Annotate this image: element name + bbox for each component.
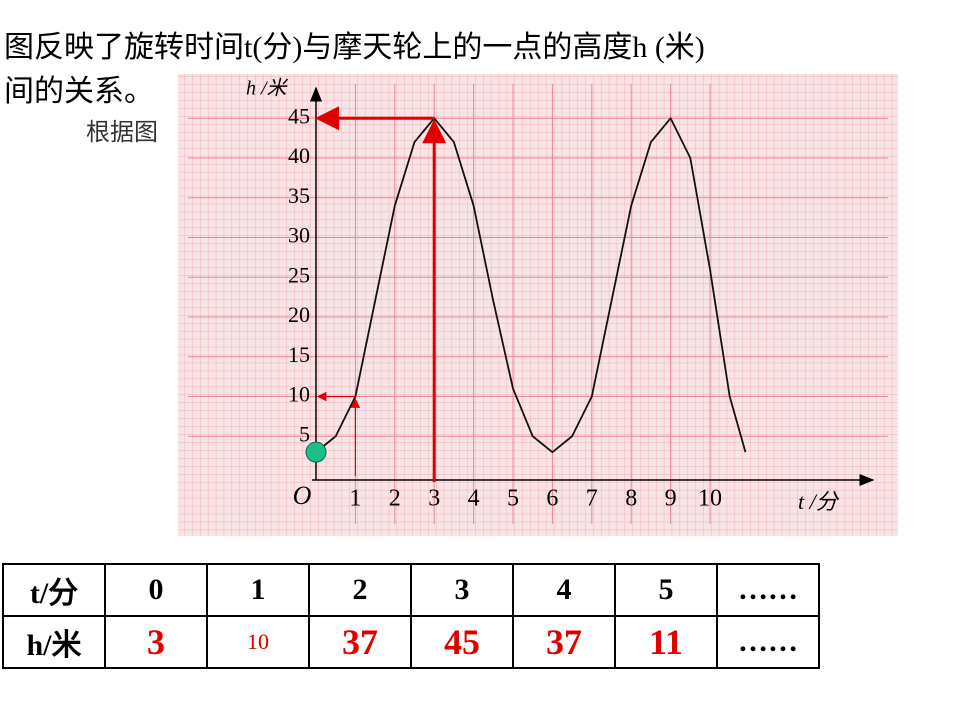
table-cell: 10 [206, 615, 310, 669]
x-tick-label: 9 [665, 486, 677, 512]
y-tick-label: 15 [288, 342, 310, 367]
y-tick-label: 20 [288, 302, 310, 327]
table-cell: 2 [308, 563, 412, 617]
x-tick-label: 1 [349, 486, 361, 512]
table-row: t/分 0 1 2 3 4 5…… [2, 563, 820, 617]
start-point [305, 441, 327, 463]
y-tick-label: 5 [299, 421, 310, 446]
y-tick-label: 45 [288, 103, 310, 128]
x-tick-label: 2 [389, 486, 401, 512]
table-cell: 0 [104, 563, 208, 617]
x-tick-label: 4 [468, 486, 480, 512]
table-row: h/米 3 10 37 45 37 11…… [2, 615, 820, 669]
table-cell: 45 [410, 615, 514, 669]
table-cell: 4 [512, 563, 616, 617]
y-tick-label: 10 [288, 382, 310, 407]
table-cell: 3 [104, 615, 208, 669]
table-cell: 1 [206, 563, 310, 617]
table-cell: …… [716, 615, 820, 669]
x-tick-label: 7 [586, 486, 598, 512]
y-tick-label: 30 [288, 223, 310, 248]
data-line [315, 117, 747, 454]
table-cell: …… [716, 563, 820, 617]
table-cell: 37 [308, 615, 412, 669]
y-tick-label: 25 [288, 262, 310, 287]
note: 根据图 [86, 120, 158, 146]
header-line: 间的关系。 [4, 75, 154, 108]
table-cell: h/米 [2, 615, 106, 669]
grid-paper [178, 74, 898, 536]
table-cell: 37 [512, 615, 616, 669]
header-line: 图反映了旋转时间t(分)与摩天轮上的一点的高度h (米) [4, 31, 705, 64]
x-tick-label: 5 [507, 486, 519, 512]
table: t/分 0 1 2 3 4 5…… h/米 3 10 37 45 37 11…… [2, 563, 820, 669]
y-tick-label: 35 [288, 183, 310, 208]
x-tick-label: 3 [428, 486, 440, 512]
x-tick-label: 10 [698, 486, 722, 512]
x-axis-label: t /分 [798, 489, 840, 514]
y-axis-label: h /米 [246, 78, 289, 100]
x-tick-label: 6 [546, 486, 558, 512]
table-cell: 3 [410, 563, 514, 617]
table-cell: 5 [614, 563, 718, 617]
y-tick-label: 40 [288, 143, 310, 168]
x-tick-label: 8 [625, 486, 637, 512]
origin-label: O [293, 481, 312, 510]
table-cell: 11 [614, 615, 718, 669]
table-cell: t/分 [2, 563, 106, 617]
